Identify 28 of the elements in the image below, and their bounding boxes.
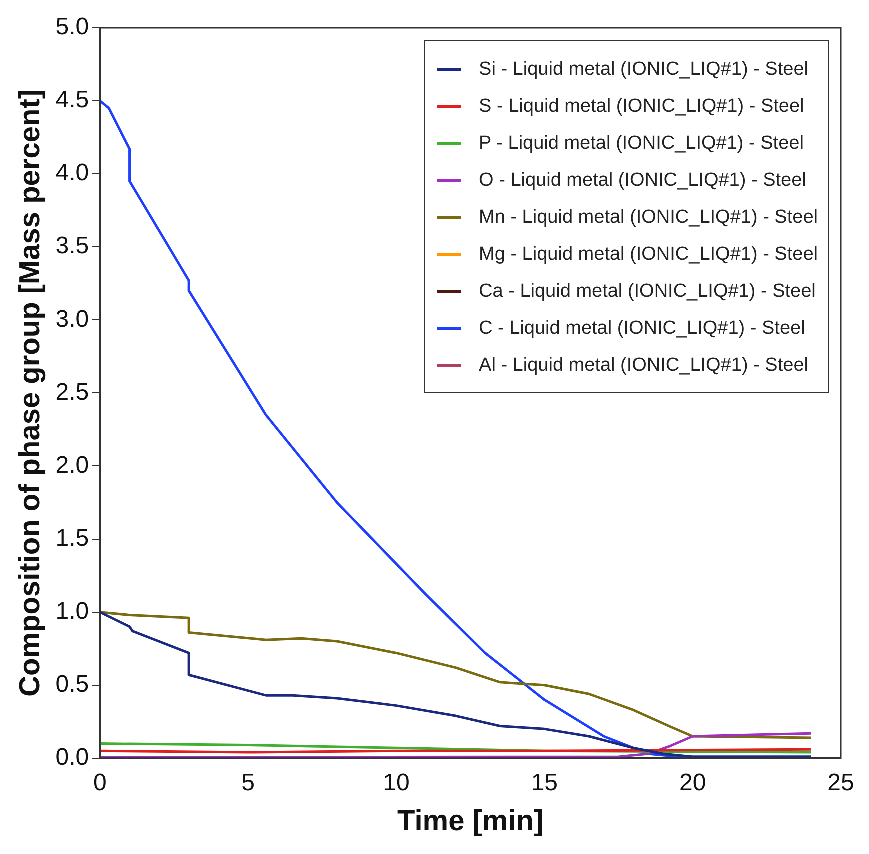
y-tick-label: 0.0 bbox=[56, 744, 90, 772]
legend-label: O - Liquid metal (IONIC_LIQ#1) - Steel bbox=[479, 170, 806, 192]
x-axis-title: Time [min] bbox=[398, 806, 544, 838]
legend-label: P - Liquid metal (IONIC_LIQ#1) - Steel bbox=[479, 132, 804, 154]
legend-label: C - Liquid metal (IONIC_LIQ#1) - Steel bbox=[479, 318, 806, 340]
x-tick-label: 10 bbox=[383, 769, 410, 796]
legend-label: S - Liquid metal (IONIC_LIQ#1) - Steel bbox=[479, 96, 804, 118]
y-tick-label: 4.0 bbox=[56, 160, 90, 187]
x-tick-label: 25 bbox=[828, 769, 854, 796]
x-tick-label: 0 bbox=[93, 769, 107, 796]
y-tick-label: 4.5 bbox=[56, 86, 90, 114]
y-tick-label: 1.0 bbox=[56, 598, 90, 625]
y-tick-label: 5.0 bbox=[56, 14, 90, 41]
y-axis-title: Composition of phase group [Mass percent] bbox=[14, 89, 46, 697]
legend-label: Al - Liquid metal (IONIC_LIQ#1) - Steel bbox=[479, 354, 808, 376]
y-tick-label: 3.5 bbox=[56, 232, 90, 260]
y-tick-label: 2.0 bbox=[56, 452, 90, 479]
legend-label: Mn - Liquid metal (IONIC_LIQ#1) - Steel bbox=[479, 206, 818, 228]
legend-label: Si - Liquid metal (IONIC_LIQ#1) - Steel bbox=[479, 58, 808, 80]
y-tick-label: 0.5 bbox=[56, 670, 90, 698]
legend-label: Ca - Liquid metal (IONIC_LIQ#1) - Steel bbox=[479, 280, 816, 302]
legend-label: Mg - Liquid metal (IONIC_LIQ#1) - Steel bbox=[479, 244, 818, 266]
x-tick-label: 5 bbox=[242, 769, 256, 796]
y-tick-label: 2.5 bbox=[56, 378, 90, 406]
x-tick-label: 20 bbox=[679, 769, 706, 796]
y-tick-label: 3.0 bbox=[56, 306, 90, 333]
y-tick-label: 1.5 bbox=[56, 524, 90, 552]
x-tick-label: 15 bbox=[531, 769, 558, 796]
